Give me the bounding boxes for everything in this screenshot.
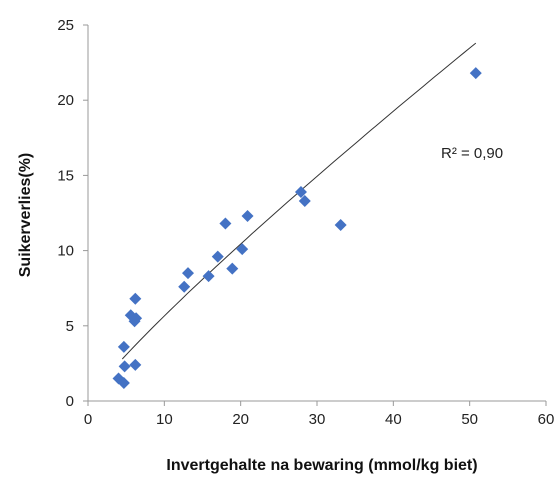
data-point [294,185,307,198]
data-point [129,358,142,371]
x-tick-label: 60 [538,411,555,428]
data-point [130,312,143,325]
x-ticks: 0 10 20 30 40 50 60 [84,401,555,428]
data-points [112,67,482,389]
y-tick-label: 10 [57,243,74,260]
data-point [202,270,215,283]
data-point [181,267,194,280]
axes [87,25,546,402]
data-point [178,280,191,293]
data-point [211,250,224,263]
data-point [117,376,130,389]
r-squared-label: R² = 0,90 [441,145,503,162]
y-tick-label: 0 [66,393,74,410]
data-point [236,243,249,256]
x-tick-label: 40 [385,411,402,428]
data-point [226,262,239,275]
x-tick-label: 50 [461,411,478,428]
y-tick-label: 25 [57,17,74,34]
x-axis-title: Invertgehalte na bewaring (mmol/kg biet) [166,457,477,474]
data-point [219,217,232,230]
data-point [469,67,482,80]
y-ticks: 0 5 10 15 20 25 [57,17,88,410]
y-tick-label: 20 [57,92,74,109]
data-point [118,360,131,373]
x-tick-label: 10 [156,411,173,428]
y-tick-label: 5 [66,318,74,335]
data-point [129,292,142,305]
data-point [241,210,254,223]
x-tick-label: 0 [84,411,92,428]
x-tick-label: 20 [232,411,249,428]
data-point [117,340,130,353]
y-axis-title: Suikerverlies(%) [17,153,34,278]
x-tick-label: 30 [309,411,326,428]
data-point [298,194,311,207]
data-point [334,219,347,232]
y-tick-label: 15 [57,167,74,184]
